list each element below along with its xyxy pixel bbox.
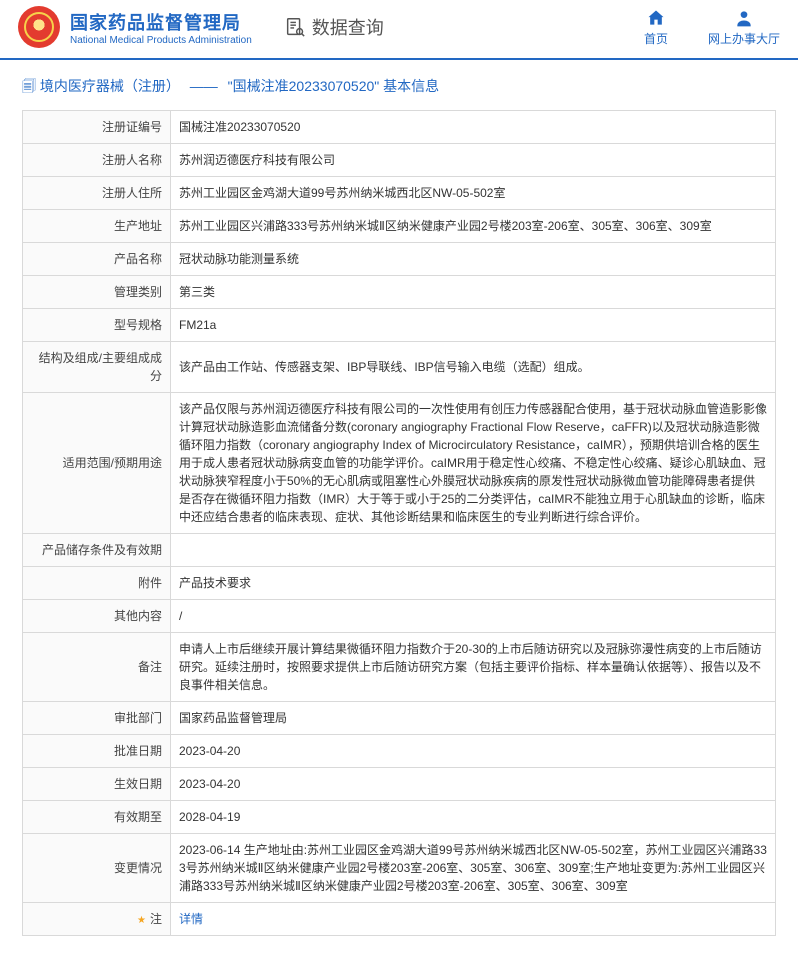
row-value: 冠状动脉功能测量系统 (171, 243, 776, 276)
row-label: 批准日期 (23, 735, 171, 768)
page-title: 数据查询 (284, 14, 384, 40)
row-label: 注册人住所 (23, 177, 171, 210)
row-value: 申请人上市后继续开展计算结果微循环阻力指数介于20-30的上市后随访研究以及冠脉… (171, 633, 776, 702)
breadcrumb-icon: 🗐 (22, 78, 36, 94)
row-value: 该产品由工作站、传感器支架、IBP导联线、IBP信号输入电缆（选配）组成。 (171, 342, 776, 393)
row-value: 苏州工业园区兴浦路333号苏州纳米城Ⅱ区纳米健康产业园2号楼203室-206室、… (171, 210, 776, 243)
breadcrumb: 🗐 境内医疗器械（注册） —— "国械注准20233070520" 基本信息 (0, 60, 798, 110)
row-label: 附件 (23, 567, 171, 600)
nav-service-hall[interactable]: 网上办事大厅 (708, 8, 780, 47)
row-value: 2023-04-20 (171, 735, 776, 768)
row-value: 2023-04-20 (171, 768, 776, 801)
table-row: 变更情况2023-06-14 生产地址由:苏州工业园区金鸡湖大道99号苏州纳米城… (23, 834, 776, 903)
detail-table: 注册证编号国械注准20233070520注册人名称苏州润迈德医疗科技有限公司注册… (22, 110, 776, 936)
page-title-text: 数据查询 (312, 14, 384, 40)
org-name-en: National Medical Products Administration (70, 35, 252, 46)
row-value: 产品技术要求 (171, 567, 776, 600)
table-row: 生产地址苏州工业园区兴浦路333号苏州纳米城Ⅱ区纳米健康产业园2号楼203室-2… (23, 210, 776, 243)
row-value: 详情 (171, 903, 776, 936)
table-row: 注册证编号国械注准20233070520 (23, 111, 776, 144)
row-label: 产品储存条件及有效期 (23, 534, 171, 567)
table-row: 管理类别第三类 (23, 276, 776, 309)
search-document-icon (284, 16, 306, 38)
row-label: 有效期至 (23, 801, 171, 834)
table-row: 生效日期2023-04-20 (23, 768, 776, 801)
row-label: 备注 (23, 633, 171, 702)
row-value (171, 534, 776, 567)
row-label: 注 (23, 903, 171, 936)
top-nav: 首页 网上办事大厅 (644, 8, 780, 47)
row-value: 第三类 (171, 276, 776, 309)
brand-text: 国家药品监督管理局 National Medical Products Admi… (70, 9, 252, 46)
table-row: 结构及组成/主要组成成分该产品由工作站、传感器支架、IBP导联线、IBP信号输入… (23, 342, 776, 393)
row-label: 审批部门 (23, 702, 171, 735)
table-row: 批准日期2023-04-20 (23, 735, 776, 768)
row-label: 生效日期 (23, 768, 171, 801)
row-value: 国械注准20233070520 (171, 111, 776, 144)
row-value: 国家药品监督管理局 (171, 702, 776, 735)
row-value: FM21a (171, 309, 776, 342)
row-value: 该产品仅限与苏州润迈德医疗科技有限公司的一次性使用有创压力传感器配合使用，基于冠… (171, 393, 776, 534)
table-row: 有效期至2028-04-19 (23, 801, 776, 834)
table-row: 注册人住所苏州工业园区金鸡湖大道99号苏州纳米城西北区NW-05-502室 (23, 177, 776, 210)
page-header: 国家药品监督管理局 National Medical Products Admi… (0, 0, 798, 60)
row-value: 苏州润迈德医疗科技有限公司 (171, 144, 776, 177)
breadcrumb-level1[interactable]: 境内医疗器械（注册） (40, 78, 180, 94)
row-label: 结构及组成/主要组成成分 (23, 342, 171, 393)
user-icon (734, 8, 754, 28)
row-label: 注册人名称 (23, 144, 171, 177)
row-label: 适用范围/预期用途 (23, 393, 171, 534)
row-label: 注册证编号 (23, 111, 171, 144)
brand: 国家药品监督管理局 National Medical Products Admi… (18, 6, 384, 48)
row-label: 变更情况 (23, 834, 171, 903)
row-value: / (171, 600, 776, 633)
org-name-cn: 国家药品监督管理局 (70, 9, 252, 35)
row-label: 其他内容 (23, 600, 171, 633)
nav-home[interactable]: 首页 (644, 8, 668, 47)
table-row: 产品名称冠状动脉功能测量系统 (23, 243, 776, 276)
nav-service-label: 网上办事大厅 (708, 30, 780, 47)
home-icon (646, 8, 666, 28)
row-label: 型号规格 (23, 309, 171, 342)
row-value: 苏州工业园区金鸡湖大道99号苏州纳米城西北区NW-05-502室 (171, 177, 776, 210)
row-value: 2028-04-19 (171, 801, 776, 834)
table-row: 产品储存条件及有效期 (23, 534, 776, 567)
emblem-icon (18, 6, 60, 48)
table-row: 注册人名称苏州润迈德医疗科技有限公司 (23, 144, 776, 177)
row-label: 生产地址 (23, 210, 171, 243)
table-row: 其他内容/ (23, 600, 776, 633)
table-row-note: 注详情 (23, 903, 776, 936)
row-value: 2023-06-14 生产地址由:苏州工业园区金鸡湖大道99号苏州纳米城西北区N… (171, 834, 776, 903)
table-row: 附件产品技术要求 (23, 567, 776, 600)
detail-link[interactable]: 详情 (179, 912, 203, 926)
table-row: 适用范围/预期用途该产品仅限与苏州润迈德医疗科技有限公司的一次性使用有创压力传感… (23, 393, 776, 534)
table-row: 型号规格FM21a (23, 309, 776, 342)
nav-home-label: 首页 (644, 30, 668, 47)
row-label: 管理类别 (23, 276, 171, 309)
breadcrumb-level2: "国械注准20233070520" 基本信息 (228, 78, 439, 94)
content: 注册证编号国械注准20233070520注册人名称苏州润迈德医疗科技有限公司注册… (0, 110, 798, 956)
table-row: 审批部门国家药品监督管理局 (23, 702, 776, 735)
table-row: 备注申请人上市后继续开展计算结果微循环阻力指数介于20-30的上市后随访研究以及… (23, 633, 776, 702)
breadcrumb-separator: —— (190, 78, 218, 94)
row-label: 产品名称 (23, 243, 171, 276)
